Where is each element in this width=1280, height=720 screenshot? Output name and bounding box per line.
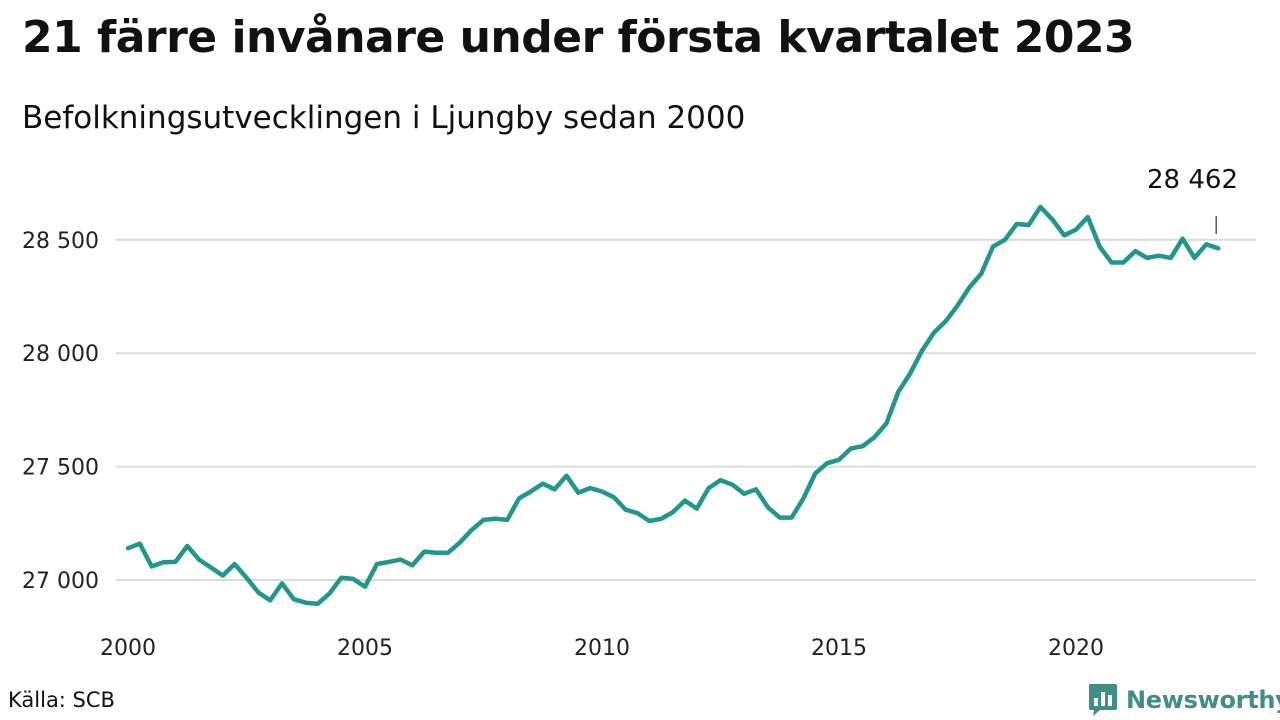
x-tick-label: 2010	[574, 636, 630, 661]
y-tick-label: 28 000	[22, 342, 99, 367]
brand-logo: Newsworthy	[1088, 682, 1280, 718]
bar-chart-bubble-icon	[1089, 684, 1117, 716]
y-tick-label: 27 000	[22, 569, 99, 594]
y-tick-label: 28 500	[22, 229, 99, 254]
x-tick-label: 2005	[337, 636, 393, 661]
chart-title: 21 färre invånare under första kvartalet…	[22, 12, 1135, 63]
annotation-label: 28 462	[1147, 165, 1238, 195]
series-line	[125, 204, 1221, 607]
x-tick-label: 2015	[811, 636, 867, 661]
x-tick-label: 2000	[100, 636, 156, 661]
brand-name: Newsworthy	[1126, 686, 1280, 714]
source-note: Källa: SCB	[8, 688, 115, 712]
chart-subtitle: Befolkningsutvecklingen i Ljungby sedan …	[22, 100, 746, 136]
x-tick-label: 2020	[1048, 636, 1104, 661]
y-tick-label: 27 500	[22, 456, 99, 481]
